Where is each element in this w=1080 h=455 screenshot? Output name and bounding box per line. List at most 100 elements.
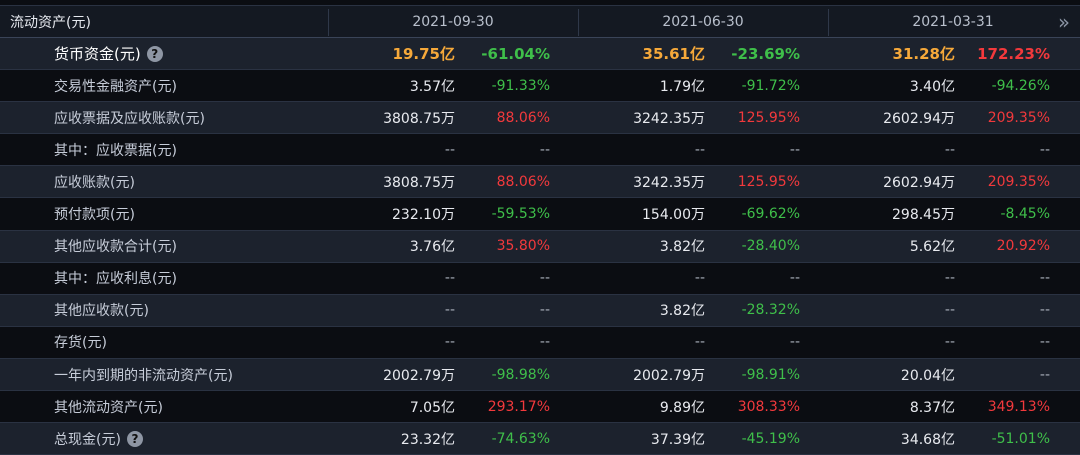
table-row: 货币资金(元)? 19.75亿 -61.04% 35.61亿 -23.69% 31.28亿… bbox=[0, 38, 1080, 70]
cell-value: -- bbox=[444, 334, 455, 351]
cell-change-percent: -69.62% bbox=[741, 206, 800, 222]
cell-value: 298.45万 bbox=[892, 207, 955, 223]
cell-value: -- bbox=[944, 141, 955, 158]
table-row: 预付款项(元) 232.10万 -59.53% 154.00万 -69.62% 298.4… bbox=[0, 198, 1080, 231]
cell-value: 34.68亿 bbox=[900, 431, 955, 448]
cell-value: 2002.79万 bbox=[633, 367, 705, 384]
cell-change-percent: -28.40% bbox=[741, 238, 800, 255]
cell-value: -- bbox=[694, 270, 705, 287]
cell-value: 1.79亿 bbox=[659, 78, 705, 95]
help-icon[interactable]: ? bbox=[126, 430, 143, 447]
table-row: 其他流动资产(元) 7.05亿 293.17% 9.89亿 308.33% 8.37亿 34… bbox=[0, 391, 1080, 424]
cell-change-percent: -74.63% bbox=[491, 430, 550, 447]
cell-value: 2002.79万 bbox=[383, 367, 455, 384]
row-label: 应收账款(元) bbox=[54, 166, 135, 197]
row-label: 总现金(元)? bbox=[54, 423, 143, 454]
row-label-text: 存货(元) bbox=[54, 335, 107, 352]
cell-change-percent: -- bbox=[539, 141, 550, 158]
cell-value: -- bbox=[944, 270, 955, 287]
row-label-text: 交易性金融资产(元) bbox=[54, 78, 177, 95]
column-date-2[interactable]: 2021-06-30 bbox=[662, 13, 744, 30]
cell-change-percent: -8.45% bbox=[1000, 206, 1050, 222]
row-label-text: 总现金(元) bbox=[54, 431, 121, 448]
cell-value: 20.04亿 bbox=[900, 367, 955, 384]
table-row: 应收账款(元) 3808.75万 88.06% 3242.35万 125.95% 2602… bbox=[0, 166, 1080, 199]
column-date-3[interactable]: 2021-03-31 bbox=[912, 13, 994, 30]
table-row: 其他应收款合计(元) 3.76亿 35.80% 3.82亿 -28.40% 5.62亿 20… bbox=[0, 230, 1080, 263]
help-icon[interactable]: ? bbox=[146, 45, 163, 62]
cell-change-percent: 349.13% bbox=[987, 398, 1050, 415]
cell-change-percent: -- bbox=[1039, 141, 1050, 158]
table-row: 其他应收款(元) -- -- 3.82亿 -28.32% -- -- bbox=[0, 294, 1080, 327]
cell-value: 2602.94万 bbox=[883, 174, 955, 191]
cell-change-percent: -91.72% bbox=[741, 77, 800, 94]
table-row: 应收票据及应收账款(元) 3808.75万 88.06% 3242.35万 125.95… bbox=[0, 102, 1080, 135]
cell-value: -- bbox=[944, 302, 955, 319]
cell-change-percent: 172.23% bbox=[977, 44, 1050, 63]
table-row: 存货(元) -- -- -- -- -- -- bbox=[0, 326, 1080, 359]
cell-value: 19.75亿 bbox=[392, 45, 455, 63]
cell-value: 3242.35万 bbox=[633, 174, 705, 191]
cell-value: 5.62亿 bbox=[909, 239, 955, 256]
row-label: 存货(元) bbox=[54, 327, 107, 358]
row-label: 货币资金(元)? bbox=[54, 38, 163, 69]
cell-value: 37.39亿 bbox=[650, 431, 705, 448]
row-label-text: 应收账款(元) bbox=[54, 174, 135, 191]
row-label-text: 其他应收款(元) bbox=[54, 303, 149, 320]
cell-change-percent: -- bbox=[539, 334, 550, 351]
cell-change-percent: 35.80% bbox=[496, 238, 550, 255]
table-row: 总现金(元)? 23.32亿 -74.63% 37.39亿 -45.19% 34.68亿 -… bbox=[0, 423, 1080, 455]
cell-value: 3.57亿 bbox=[409, 78, 455, 95]
row-label-text: 其中：应收利息(元) bbox=[54, 271, 177, 288]
table-header: 流动资产(元) 2021-09-30 2021-06-30 2021-03-31… bbox=[0, 5, 1080, 38]
cell-value: 3808.75万 bbox=[383, 110, 455, 127]
cell-change-percent: 209.35% bbox=[987, 173, 1050, 190]
row-label: 交易性金融资产(元) bbox=[54, 70, 177, 101]
cell-change-percent: -- bbox=[539, 302, 550, 319]
cell-value: -- bbox=[444, 270, 455, 287]
cell-change-percent: -51.01% bbox=[991, 430, 1050, 447]
cell-change-percent: 209.35% bbox=[987, 109, 1050, 126]
row-label-text: 货币资金(元) bbox=[54, 45, 141, 63]
cell-value: -- bbox=[694, 141, 705, 158]
cell-value: 3242.35万 bbox=[633, 110, 705, 127]
cell-change-percent: 293.17% bbox=[487, 398, 550, 415]
row-label-text: 其他流动资产(元) bbox=[54, 399, 163, 416]
cell-change-percent: -- bbox=[539, 270, 550, 287]
row-label-text: 其中：应收票据(元) bbox=[54, 142, 177, 159]
table-row: 交易性金融资产(元) 3.57亿 -91.33% 1.79亿 -91.72% 3.40亿 -… bbox=[0, 70, 1080, 103]
cell-change-percent: 88.06% bbox=[496, 173, 550, 190]
cell-change-percent: -98.91% bbox=[741, 366, 800, 383]
column-divider bbox=[578, 9, 579, 36]
cell-value: 3.40亿 bbox=[909, 78, 955, 95]
row-label-text: 预付款项(元) bbox=[54, 207, 135, 223]
cell-change-percent: -91.33% bbox=[491, 77, 550, 94]
cell-value: 35.61亿 bbox=[642, 45, 705, 63]
cell-value: -- bbox=[444, 302, 455, 319]
cell-value: -- bbox=[444, 141, 455, 158]
cell-change-percent: -- bbox=[789, 270, 800, 287]
row-label: 其他应收款合计(元) bbox=[54, 231, 177, 262]
cell-change-percent: -45.19% bbox=[741, 430, 800, 447]
double-chevron-right-icon[interactable]: ›› bbox=[1058, 9, 1070, 34]
cell-value: 3.76亿 bbox=[409, 239, 455, 256]
row-label-text: 一年内到期的非流动资产(元) bbox=[54, 367, 233, 384]
cell-value: 8.37亿 bbox=[909, 399, 955, 416]
cell-change-percent: -- bbox=[1039, 302, 1050, 319]
row-label: 其他流动资产(元) bbox=[54, 391, 163, 422]
row-label: 预付款项(元) bbox=[54, 199, 135, 230]
cell-change-percent: -59.53% bbox=[491, 206, 550, 222]
cell-value: 7.05亿 bbox=[409, 399, 455, 416]
cell-value: 154.00万 bbox=[642, 207, 705, 223]
cell-change-percent: -- bbox=[1039, 270, 1050, 287]
table-row: 其中：应收票据(元) -- -- -- -- -- -- bbox=[0, 134, 1080, 167]
cell-change-percent: 125.95% bbox=[737, 173, 800, 190]
cell-change-percent: -- bbox=[789, 334, 800, 351]
cell-change-percent: -98.98% bbox=[491, 366, 550, 383]
section-title: 流动资产(元) bbox=[10, 14, 91, 31]
column-divider bbox=[328, 9, 329, 36]
cell-change-percent: 308.33% bbox=[737, 398, 800, 415]
column-date-1[interactable]: 2021-09-30 bbox=[412, 13, 494, 30]
cell-change-percent: -23.69% bbox=[731, 44, 800, 63]
